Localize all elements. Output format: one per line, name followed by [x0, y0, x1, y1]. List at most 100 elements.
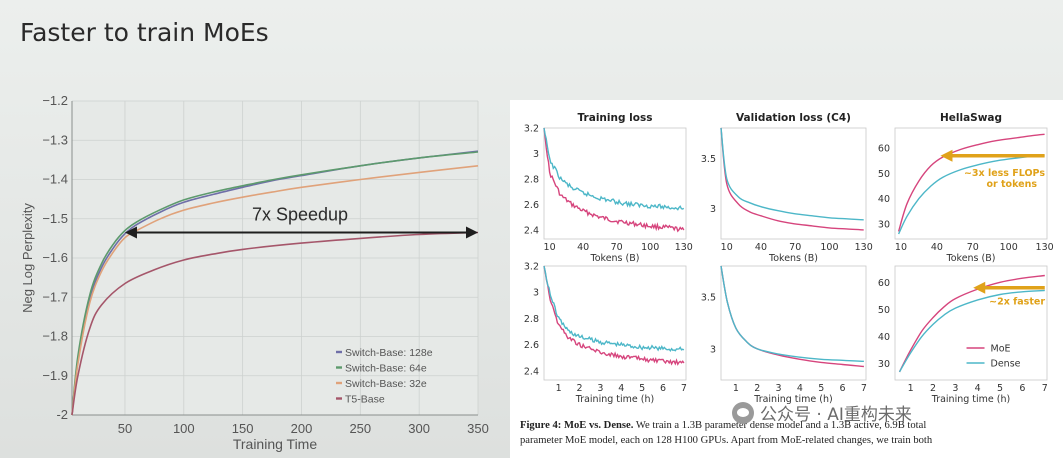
subplot-x-axis-label: Tokens (B): [590, 253, 640, 264]
subplot-y-tick-label: 3: [533, 288, 539, 299]
subplot-frame: [720, 127, 867, 240]
caption-line2: parameter MoE model, each on 128 H100 GP…: [520, 435, 933, 446]
subplot-frame: [894, 127, 1048, 240]
subplot-x-tick-label: 7: [1042, 383, 1048, 394]
subplot-y-tick-label: 2.6: [524, 340, 539, 351]
figure-caption: Figure 4: MoE vs. Dense. We train a 1.3B…: [520, 418, 1063, 448]
subplot-x-tick-label: 3: [597, 383, 603, 394]
main-x-axis-label: Training Time: [233, 436, 318, 452]
subplot-x-axis-label: Training time (h): [575, 394, 654, 405]
subplot-x-tick-label: 6: [1019, 383, 1025, 394]
main-y-tick-label: −1.2: [42, 93, 68, 108]
subplot-y-tick-label: 30: [878, 359, 890, 370]
subplot-frame: [720, 265, 867, 381]
subplot-x-tick-label: 2: [576, 383, 582, 394]
caption-label: Figure 4:: [520, 420, 562, 431]
subplot-frame: [543, 265, 687, 381]
subplot-y-tick-label: 2.4: [524, 366, 539, 377]
subplot-x-tick-label: 100: [820, 242, 838, 253]
subplot-x-axis-label: Tokens (B): [946, 253, 996, 264]
main-y-tick-label: −1.8: [42, 329, 68, 344]
main-chart: -2 −1.9 −1.8 −1.7 −1.6 −1.5 −1.4 −1.3 −1.2 50 100 1…: [20, 93, 489, 452]
subplot-frame: [894, 265, 1048, 381]
subplot-x-axis-label: Training time (h): [753, 394, 832, 405]
subplot-x-tick-label: 5: [997, 383, 1003, 394]
watermark: 公众号 · AI重构未来: [732, 400, 912, 425]
subplot-y-tick-label: 3: [710, 344, 716, 355]
subplot-x-tick-label: 10: [544, 242, 556, 253]
subplot-x-tick-label: 40: [755, 242, 767, 253]
speedup-annotation-text: 7x Speedup: [252, 204, 348, 224]
subplot-series-dense: [897, 155, 1045, 235]
speedup-arrow-head-left: [124, 226, 137, 239]
wechat-logo-icon: [732, 401, 754, 424]
subplot-y-tick-label: 2.4: [524, 226, 539, 237]
subplot-series-dense: [720, 127, 864, 221]
subplot-y-tick-label: 2.8: [524, 314, 539, 325]
subplot-frame: [543, 127, 687, 240]
subplot-series-dense: [720, 265, 864, 362]
paper-figure: Training loss 2.4 2.6 2.8 3 3.2 10 40 70 100 130 To…: [510, 100, 1063, 458]
subplot-y-tick-label: 2.6: [524, 200, 539, 211]
subplot-y-tick-label: 3.5: [701, 293, 716, 304]
subplot-annotation-text: ~2x faster: [989, 297, 1045, 308]
main-legend-label: Switch-Base: 32e: [345, 378, 427, 390]
caption-line1: We train a 1.3B parameter dense model an…: [635, 420, 927, 431]
main-legend-label: Switch-Base: 128e: [345, 347, 433, 359]
subplot-y-tick-label: 50: [878, 305, 890, 316]
main-x-tick-label: 200: [291, 421, 313, 436]
subplot-x-tick-label: 7: [681, 383, 687, 394]
main-x-tick-label: 150: [232, 421, 254, 436]
subplot-x-tick-label: 1: [908, 383, 914, 394]
main-y-tick-label: −1.7: [42, 289, 68, 304]
main-x-tick-label: 100: [173, 421, 195, 436]
subplot-x-tick-label: 1: [556, 383, 562, 394]
subplot-x-tick-label: 130: [855, 242, 873, 253]
subplot-series-moe: [898, 274, 1045, 373]
main-y-tick-label: −1.4: [42, 172, 68, 187]
subplot-x-axis-label: Tokens (B): [768, 253, 818, 264]
main-x-tick-label: 300: [408, 421, 430, 436]
subplot-series-moe: [543, 265, 685, 366]
subplot-x-tick-label: 130: [1036, 242, 1054, 253]
subplot-arrow-head: [940, 149, 953, 162]
subplot-series-dense: [898, 289, 1045, 373]
subplot-x-tick-label: 10: [721, 242, 733, 253]
main-y-tick-label: −1.6: [42, 250, 68, 265]
main-y-tick-label: -2: [56, 407, 68, 422]
subplot-x-tick-label: 4: [797, 383, 803, 394]
subplot-y-tick-label: 3.5: [701, 154, 716, 165]
subplot-series-moe: [543, 127, 685, 233]
main-legend-label: Switch-Base: 64e: [345, 363, 427, 375]
subplot-legend-label: MoE: [991, 344, 1011, 355]
main-x-tick-label: 50: [118, 421, 132, 436]
subplot-y-tick-label: 60: [878, 144, 890, 155]
subplot-x-tick-label: 5: [639, 383, 645, 394]
main-x-tick-label: 250: [349, 421, 371, 436]
subplot-y-tick-label: 40: [878, 332, 890, 343]
slide-title: Faster to train MoEs: [20, 18, 269, 47]
subplot-x-tick-label: 100: [641, 242, 659, 253]
subplot-series-dense: [543, 127, 685, 211]
subplot-x-tick-label: 70: [967, 242, 979, 253]
subplot-x-tick-label: 2: [754, 383, 760, 394]
subplot-x-tick-label: 70: [789, 242, 801, 253]
subplot-annotation-line1: ~3x less FLOPs: [964, 168, 1045, 179]
main-series-line: [71, 231, 479, 416]
main-y-tick-label: −1.5: [42, 211, 68, 226]
main-y-tick-label: −1.9: [42, 368, 68, 383]
subplot-series-moe: [897, 133, 1045, 232]
subplot-x-tick-label: 1: [733, 383, 739, 394]
subplot-x-tick-label: 3: [952, 383, 958, 394]
subplot-x-tick-label: 70: [611, 242, 623, 253]
subplot-x-axis-label: Training time (h): [931, 394, 1010, 405]
subplot-y-tick-label: 40: [878, 194, 890, 205]
subplot-x-tick-label: 100: [1000, 242, 1018, 253]
subplot-legend-label: Dense: [991, 359, 1021, 370]
subplot-y-tick-label: 3.2: [524, 124, 539, 135]
subplot-x-tick-label: 5: [818, 383, 824, 394]
speedup-arrow-head-right: [466, 226, 478, 239]
caption-bold: MoE vs. Dense.: [563, 420, 634, 431]
subplot-title: Training loss: [578, 112, 653, 124]
